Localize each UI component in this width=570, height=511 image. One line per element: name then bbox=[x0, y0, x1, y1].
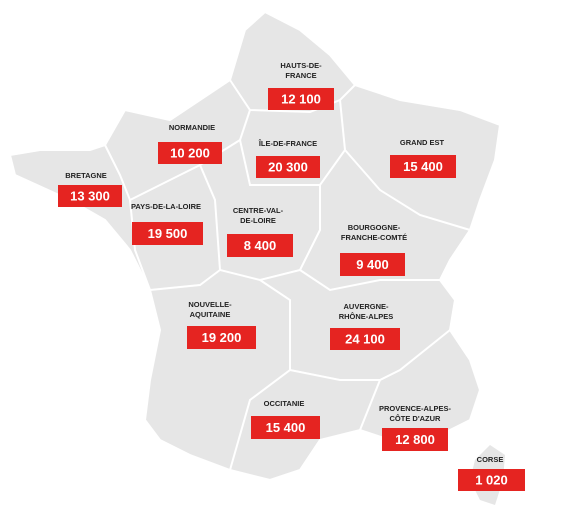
region-value: 24 100 bbox=[345, 332, 385, 347]
region-name: AUVERGNE- bbox=[343, 302, 389, 311]
region-name: PAYS-DE-LA-LOIRE bbox=[131, 202, 201, 211]
region-name: BOURGOGNE- bbox=[348, 223, 401, 232]
region-value: 10 200 bbox=[170, 146, 210, 161]
value-box bbox=[187, 326, 256, 349]
region-name: AQUITAINE bbox=[190, 310, 231, 319]
region-value: 12 800 bbox=[395, 432, 435, 447]
region-label: HAUTS-DE-FRANCE 12 100 bbox=[268, 61, 334, 110]
value-box bbox=[330, 328, 400, 350]
region-name: CÔTE D'AZUR bbox=[390, 414, 442, 423]
region-name: CENTRE-VAL- bbox=[233, 206, 284, 215]
value-box bbox=[458, 469, 525, 491]
region-name: NORMANDIE bbox=[169, 123, 215, 132]
region-value: 19 200 bbox=[202, 330, 242, 345]
region-label: AUVERGNE-RHÔNE-ALPES 24 100 bbox=[330, 302, 400, 350]
region-label: PAYS-DE-LA-LOIRE 19 500 bbox=[131, 202, 203, 245]
value-box bbox=[158, 142, 222, 164]
region-label: CORSE 1 020 bbox=[458, 455, 525, 491]
region-value: 9 400 bbox=[356, 257, 389, 272]
region-borders bbox=[104, 79, 471, 471]
region-label: BRETAGNE 13 300 bbox=[58, 171, 122, 207]
region-value: 19 500 bbox=[148, 226, 188, 241]
region-name: DE-LOIRE bbox=[240, 216, 276, 225]
region-name: FRANCE bbox=[285, 71, 316, 80]
value-box bbox=[390, 155, 456, 178]
region-name: GRAND EST bbox=[400, 138, 445, 147]
region-label: OCCITANIE 15 400 bbox=[251, 399, 320, 439]
region-label: CENTRE-VAL-DE-LOIRE 8 400 bbox=[227, 206, 293, 257]
value-box bbox=[256, 156, 320, 178]
region-name: PROVENCE-ALPES- bbox=[379, 404, 452, 413]
region-value: 13 300 bbox=[70, 189, 110, 204]
region-name: BRETAGNE bbox=[65, 171, 107, 180]
region-label: NOUVELLE-AQUITAINE 19 200 bbox=[187, 300, 256, 349]
value-box bbox=[382, 428, 448, 451]
value-box bbox=[58, 185, 122, 207]
region-value: 1 020 bbox=[475, 473, 508, 488]
region-name: NOUVELLE- bbox=[188, 300, 232, 309]
region-label: NORMANDIE 10 200 bbox=[158, 123, 222, 164]
value-box bbox=[268, 88, 334, 110]
region-value: 12 100 bbox=[281, 92, 321, 107]
value-box bbox=[132, 222, 203, 245]
value-box bbox=[251, 416, 320, 439]
value-box bbox=[340, 253, 405, 276]
region-value: 15 400 bbox=[403, 159, 443, 174]
region-name: HAUTS-DE- bbox=[280, 61, 322, 70]
region-name: OCCITANIE bbox=[264, 399, 305, 408]
region-value: 20 300 bbox=[268, 160, 308, 175]
region-name: FRANCHE-COMTÉ bbox=[341, 233, 407, 242]
value-box bbox=[227, 234, 293, 257]
region-value: 15 400 bbox=[266, 420, 306, 435]
region-label: PROVENCE-ALPES-CÔTE D'AZUR 12 800 bbox=[379, 404, 452, 451]
region-value: 8 400 bbox=[244, 238, 277, 253]
region-name: RHÔNE-ALPES bbox=[339, 312, 394, 321]
region-label: GRAND EST 15 400 bbox=[390, 138, 456, 178]
region-label: ÎLE-DE-FRANCE 20 300 bbox=[256, 139, 320, 178]
region-name: CORSE bbox=[477, 455, 504, 464]
region-label: BOURGOGNE-FRANCHE-COMTÉ 9 400 bbox=[340, 223, 407, 276]
region-name: ÎLE-DE-FRANCE bbox=[258, 139, 317, 148]
